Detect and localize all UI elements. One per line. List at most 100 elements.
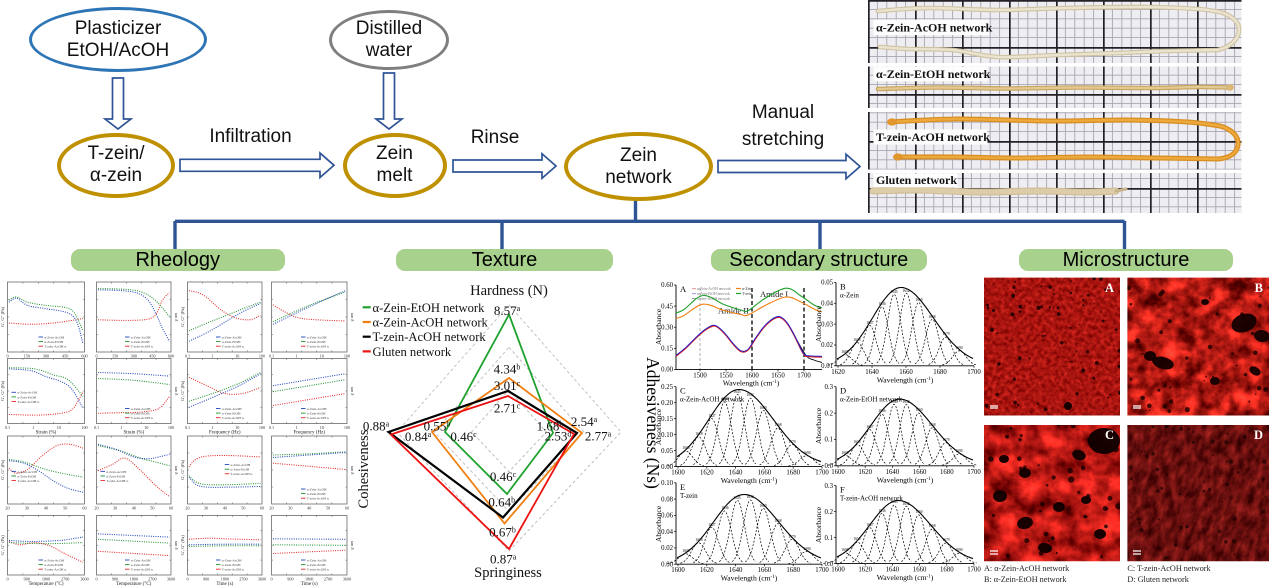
svg-text:C: T-zein-AcOH network: C: T-zein-AcOH network	[1127, 564, 1211, 573]
svg-text:3600: 3600	[167, 577, 175, 582]
svg-text:1679: 1679	[788, 535, 795, 539]
svg-text:α-Zein-EtOH: α-Zein-EtOH	[17, 474, 36, 478]
svg-text:1618: 1618	[695, 538, 702, 542]
svg-text:T-zein-AcOH n.: T-zein-AcOH n.	[231, 472, 254, 476]
svg-text:1640: 1640	[886, 469, 900, 476]
svg-text:1652: 1652	[902, 502, 909, 506]
svg-text:0.46c: 0.46c	[450, 429, 477, 444]
svg-text:Amide II: Amide II	[718, 306, 749, 316]
svg-text:1690: 1690	[803, 547, 810, 551]
svg-text:0.25: 0.25	[661, 384, 673, 391]
svg-text:1627: 1627	[866, 523, 873, 527]
svg-text:α-Zein-AcOH: α-Zein-AcOH	[307, 335, 327, 339]
svg-text:α-Zein-AcOH: α-Zein-AcOH	[222, 335, 242, 339]
svg-text:1636: 1636	[878, 302, 885, 306]
svg-text:A: α-Zein-AcOH network: A: α-Zein-AcOH network	[984, 564, 1070, 573]
svg-text:Wavelength (cm-1): Wavelength (cm-1)	[877, 573, 934, 582]
svg-text:0.1: 0.1	[185, 425, 190, 430]
svg-text:α-Zein: α-Zein	[840, 292, 859, 300]
svg-text:E: E	[680, 482, 685, 492]
svg-text:1620: 1620	[700, 567, 714, 574]
svg-text:0.84a: 0.84a	[405, 429, 432, 444]
svg-text:α-Zein-AcOH: α-Zein-AcOH	[106, 470, 126, 474]
svg-text:α-Zein-AcOH: α-Zein-AcOH	[307, 487, 327, 491]
svg-text:Wavelength (cm-1): Wavelength (cm-1)	[723, 379, 780, 388]
svg-text:1640: 1640	[729, 470, 743, 477]
svg-text:tan δ: tan δ	[350, 387, 355, 396]
svg-text:α-Zein-EtOH: α-Zein-EtOH	[231, 468, 250, 472]
svg-text:Cohesiveness: Cohesiveness	[356, 429, 372, 508]
svg-text:1620: 1620	[700, 470, 714, 477]
svg-text:0.1: 0.1	[825, 535, 834, 542]
svg-text:1660: 1660	[759, 406, 766, 410]
svg-text:T-zein: T-zein	[680, 492, 698, 500]
svg-text:600: 600	[168, 354, 174, 359]
svg-text:0.0: 0.0	[825, 463, 834, 470]
svg-text:3600: 3600	[258, 577, 266, 582]
svg-text:α-Zein-AcOH: α-Zein-AcOH	[307, 407, 327, 411]
svg-text:Adhesiveness (Ns): Adhesiveness (Ns)	[643, 357, 663, 489]
svg-text:1645: 1645	[890, 290, 897, 294]
svg-text:A: A	[680, 284, 687, 294]
svg-text:T-zein-AcOH n.: T-zein-AcOH n.	[222, 416, 245, 420]
svg-text:0.87a: 0.87a	[490, 552, 517, 567]
svg-text:1679: 1679	[942, 332, 949, 336]
svg-text:1660: 1660	[915, 298, 922, 302]
svg-text:T-zein-AcOH n.: T-zein-AcOH n.	[222, 568, 245, 572]
svg-text:3600: 3600	[80, 577, 88, 582]
svg-text:1800: 1800	[221, 577, 229, 582]
svg-text:10: 10	[57, 425, 61, 430]
svg-text:tan δ: tan δ	[174, 387, 179, 396]
svg-text:1: 1	[296, 425, 298, 430]
svg-text:α-Zein-EtOH: α-Zein-EtOH	[307, 492, 326, 496]
svg-text:α-Zein-EtOH network: α-Zein-EtOH network	[840, 396, 903, 404]
svg-text:α-Zein-EtOH: α-Zein-EtOH	[131, 340, 150, 344]
svg-text:α-Zein-EtOH: α-Zein-EtOH	[307, 563, 326, 567]
svg-text:4.34b: 4.34b	[494, 362, 521, 377]
svg-text:100: 100	[344, 425, 350, 430]
svg-text:T-zein-AcOH n.: T-zein-AcOH n.	[307, 568, 330, 572]
svg-text:1680: 1680	[786, 470, 800, 477]
svg-text:1679: 1679	[942, 538, 949, 542]
svg-text:1680: 1680	[786, 567, 800, 574]
svg-text:α-Zein-EtOH: α-Zein-EtOH	[131, 563, 150, 567]
svg-text:20: 20	[185, 506, 189, 511]
svg-text:0.10: 0.10	[661, 480, 673, 487]
svg-text:α-Zein-AcOH: α-Zein-AcOH	[17, 391, 37, 395]
svg-text:α-Zein-EtOH: α-Zein-EtOH	[106, 474, 125, 478]
svg-text:1660: 1660	[758, 567, 772, 574]
svg-text:2.54a: 2.54a	[571, 414, 598, 429]
svg-text:0: 0	[95, 577, 97, 582]
svg-text:1627: 1627	[708, 523, 715, 527]
svg-text:1800: 1800	[305, 577, 313, 582]
svg-text:0.0: 0.0	[825, 561, 834, 568]
svg-text:1: 1	[32, 425, 34, 430]
svg-text:T-zein-AcOH n.: T-zein-AcOH n.	[131, 568, 154, 572]
svg-text:8.57a: 8.57a	[494, 303, 521, 318]
svg-text:1690: 1690	[803, 451, 810, 455]
svg-text:α-Zein-EtOH: α-Zein-EtOH	[307, 412, 326, 416]
svg-text:150: 150	[24, 354, 30, 359]
svg-text:1645: 1645	[733, 496, 740, 500]
svg-text:0.10: 0.10	[661, 432, 673, 439]
svg-text:1636: 1636	[721, 506, 728, 510]
svg-text:G′, G″ (Pa): G′, G″ (Pa)	[180, 535, 186, 556]
svg-text:0: 0	[95, 354, 97, 359]
svg-text:1700: 1700	[967, 369, 981, 376]
svg-text:1: 1	[211, 425, 213, 430]
svg-text:1668: 1668	[928, 315, 935, 319]
svg-text:900: 900	[112, 577, 118, 582]
svg-text:10: 10	[235, 354, 239, 359]
svg-text:Strain (%): Strain (%)	[36, 431, 57, 436]
svg-text:0.1: 0.1	[269, 425, 274, 430]
svg-text:Amide I: Amide I	[760, 289, 788, 299]
svg-text:α-Zein-EtOH: α-Zein-EtOH	[131, 412, 150, 416]
svg-text:0.04: 0.04	[661, 529, 673, 536]
svg-text:Frequency (Hz): Frequency (Hz)	[209, 431, 241, 436]
svg-text:D: D	[840, 386, 846, 396]
svg-text:10: 10	[320, 354, 324, 359]
svg-text:α-Zein-EtOH: α-Zein-EtOH	[222, 563, 241, 567]
svg-text:α-Zein-AcOH network: α-Zein-AcOH network	[697, 287, 731, 291]
svg-text:100: 100	[168, 425, 174, 430]
svg-text:0.00: 0.00	[661, 464, 673, 471]
